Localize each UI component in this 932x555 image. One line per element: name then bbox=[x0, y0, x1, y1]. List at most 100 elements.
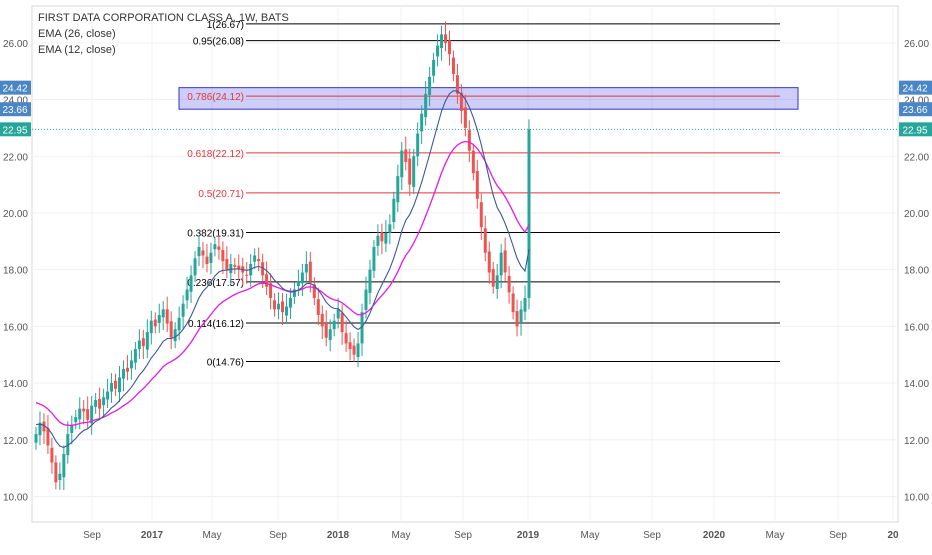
candle-body bbox=[177, 317, 181, 331]
price-tag-left bbox=[0, 80, 31, 95]
plot-frame bbox=[31, 5, 899, 523]
fib-label: 0.786(24.12) bbox=[187, 92, 244, 103]
candle-body bbox=[153, 319, 157, 327]
candle-body bbox=[269, 283, 273, 299]
y-tick-label-right: 20.00 bbox=[904, 209, 929, 220]
candle-body bbox=[440, 34, 444, 48]
y-tick-label-right: 24.00 bbox=[904, 96, 929, 107]
candle-body bbox=[404, 149, 408, 162]
fib-label: 0(14.76) bbox=[207, 358, 244, 369]
candle-body bbox=[125, 367, 129, 372]
candle-body bbox=[161, 309, 165, 318]
candle-body bbox=[495, 275, 499, 289]
y-tick-label-left: 20.00 bbox=[3, 209, 28, 220]
ema-lines bbox=[35, 90, 530, 448]
fib-label: 0.618(22.12) bbox=[187, 149, 244, 160]
candle-body bbox=[157, 315, 161, 323]
candle-body bbox=[312, 284, 316, 299]
candle-body bbox=[360, 312, 364, 344]
candle-body bbox=[491, 269, 495, 287]
candle-body bbox=[507, 275, 511, 293]
fib-label: 0.382(19.31) bbox=[187, 229, 244, 240]
y-tick-label-right: 12.00 bbox=[904, 436, 929, 447]
candle-body bbox=[94, 400, 98, 407]
candle-body bbox=[420, 113, 424, 132]
candle-body bbox=[213, 244, 217, 250]
candle-body bbox=[296, 281, 300, 287]
candle-body bbox=[121, 368, 125, 379]
candle-body bbox=[436, 45, 440, 57]
candle-body bbox=[54, 462, 58, 483]
x-tick-label: May bbox=[766, 530, 785, 541]
fib-label: 0.114(16.12) bbox=[188, 319, 244, 330]
candle-body bbox=[58, 473, 62, 481]
candle-body bbox=[396, 176, 400, 203]
candle-body bbox=[38, 422, 42, 436]
ema-12-line bbox=[35, 90, 530, 448]
candle-body bbox=[117, 377, 121, 393]
candle-body bbox=[106, 391, 110, 400]
candle-body bbox=[141, 338, 145, 347]
candle-body bbox=[265, 274, 269, 287]
candle-body bbox=[50, 447, 54, 463]
candle-body bbox=[229, 264, 233, 274]
candle-body bbox=[356, 343, 360, 357]
candle-body bbox=[62, 453, 66, 478]
x-tick-label: Sep bbox=[83, 530, 101, 541]
candle-body bbox=[46, 427, 50, 446]
candle-body bbox=[364, 289, 368, 310]
candle-body bbox=[82, 408, 86, 412]
candle-body bbox=[515, 311, 519, 327]
candle-body bbox=[42, 421, 46, 432]
candle-body bbox=[197, 246, 201, 257]
legend-ema12: EMA (12, close) bbox=[38, 44, 116, 56]
y-tick-label-right: 26.00 bbox=[904, 39, 929, 50]
candle-body bbox=[110, 383, 114, 392]
x-tick-label: 2017 bbox=[141, 530, 164, 541]
price-tag-right-label: 22.95 bbox=[902, 125, 927, 136]
legend-title: FIRST DATA CORPORATION CLASS A, 1W, BATS bbox=[38, 12, 289, 24]
x-tick-label: Sep bbox=[454, 530, 472, 541]
fib-levels: 1(26.67) 0.95(26.08) 0.786(24.12) 0.618(22.… bbox=[32, 20, 898, 369]
x-tick-label: 20 bbox=[887, 530, 899, 541]
candle-body bbox=[451, 57, 455, 75]
candle-body bbox=[288, 298, 292, 308]
y-tick-label-right: 10.00 bbox=[904, 492, 929, 503]
grid bbox=[31, 5, 899, 523]
fib-label: 0.95(26.08) bbox=[193, 37, 244, 48]
candle-body bbox=[74, 417, 78, 423]
candle-body bbox=[201, 250, 205, 256]
candle-body bbox=[316, 299, 320, 316]
candle-body bbox=[102, 397, 106, 406]
candle-body bbox=[133, 349, 137, 363]
candle-body bbox=[149, 320, 153, 334]
candle-body bbox=[165, 309, 169, 324]
candle-body bbox=[324, 322, 328, 338]
candle-body bbox=[499, 252, 503, 276]
candle-body bbox=[225, 258, 229, 270]
y-tick-label-left: 22.00 bbox=[3, 152, 28, 163]
x-tick-label: Sep bbox=[643, 530, 661, 541]
candle-body bbox=[221, 249, 225, 262]
candle-body bbox=[173, 329, 177, 342]
price-tag-left-label: 22.95 bbox=[2, 125, 27, 136]
x-tick-label: May bbox=[203, 530, 222, 541]
y-tick-label-right: 18.00 bbox=[904, 266, 929, 277]
x-tick-label: Sep bbox=[269, 530, 287, 541]
candle-body bbox=[284, 306, 288, 316]
candle-body bbox=[459, 92, 463, 111]
fib-label: 0.236(17.57) bbox=[187, 278, 244, 289]
y-tick-label-left: 14.00 bbox=[3, 379, 28, 390]
candle-body bbox=[384, 232, 388, 244]
candle-body bbox=[388, 224, 392, 233]
candle-body bbox=[380, 232, 384, 242]
candle-body bbox=[86, 409, 90, 420]
candle-body bbox=[217, 246, 221, 250]
candle-body bbox=[348, 342, 352, 350]
fib-label: 0.5(20.71) bbox=[198, 189, 244, 200]
fib-highlight-box bbox=[178, 87, 799, 110]
y-tick-label-left: 18.00 bbox=[3, 266, 28, 277]
candle-body bbox=[98, 398, 102, 409]
